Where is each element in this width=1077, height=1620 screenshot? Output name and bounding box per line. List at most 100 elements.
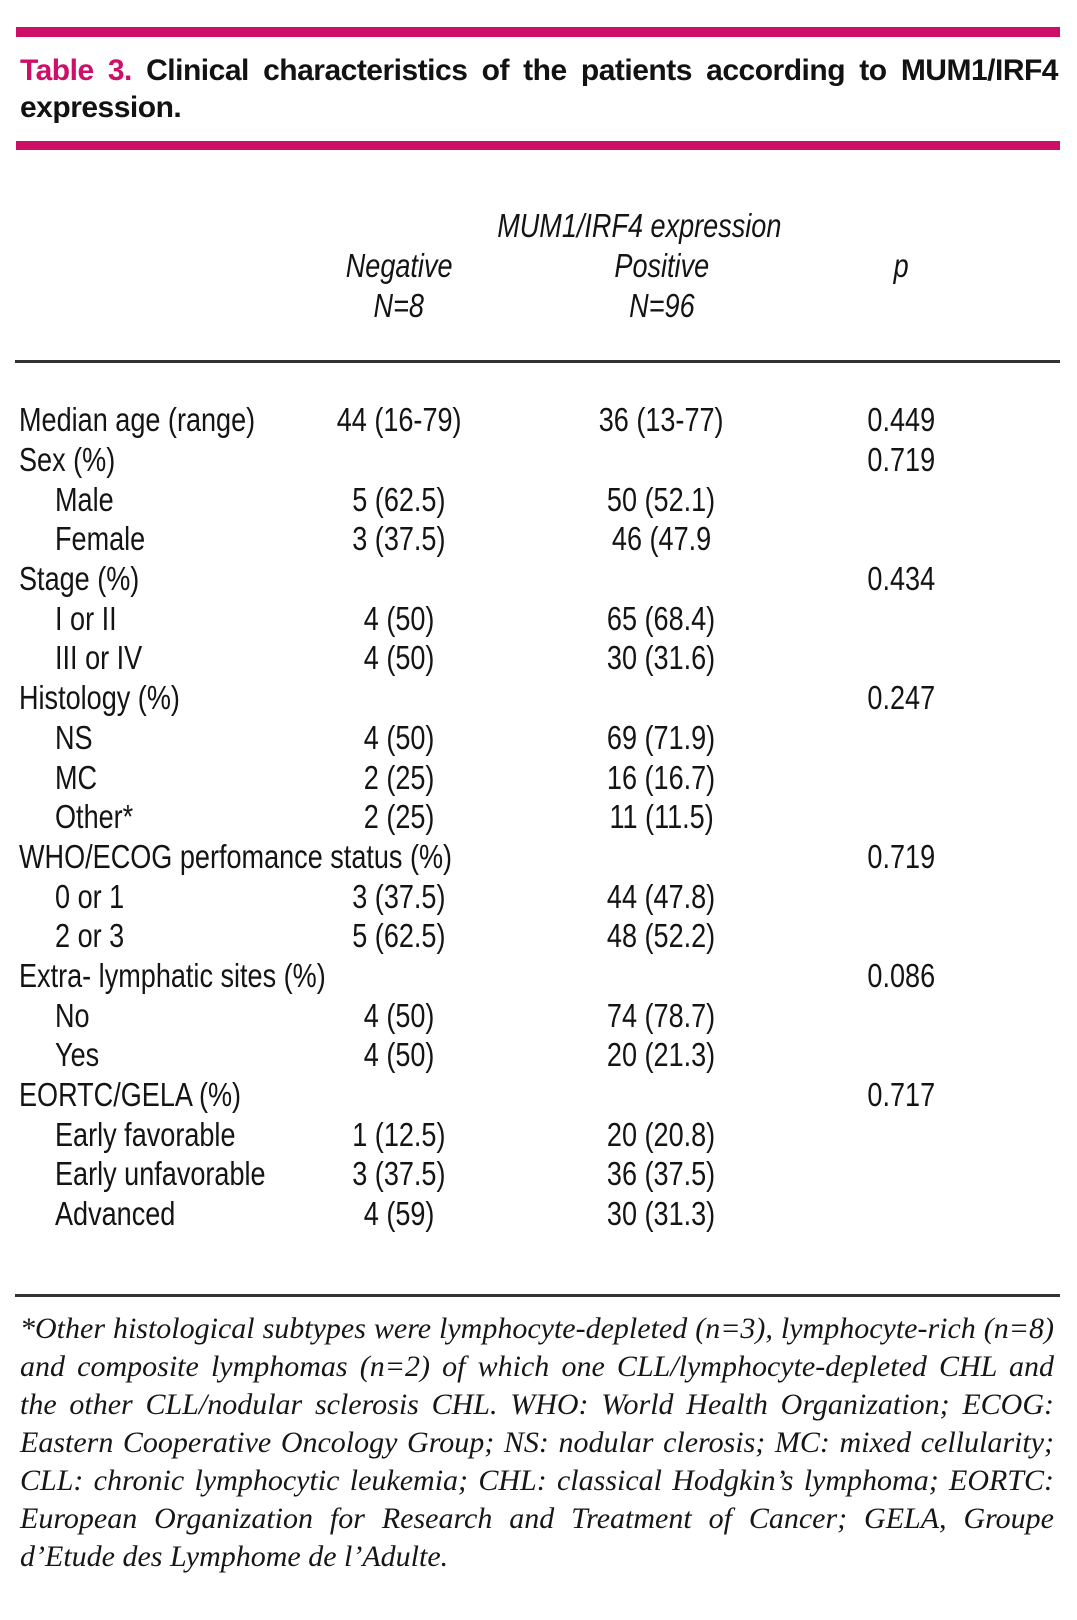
- table-row-label: Median age (range): [19, 401, 256, 439]
- table-cell-p: 0.719: [867, 837, 936, 875]
- table-cell-positive: [479, 1075, 844, 1115]
- table-cell-p: [844, 757, 959, 797]
- column-header-negative-label: Negative: [345, 246, 453, 284]
- column-header-negative: Negative: [319, 245, 479, 285]
- column-header-positive-n-label: N=96: [628, 286, 695, 324]
- table-cell-p: 0.717: [867, 1076, 936, 1114]
- table-cell-positive: 44 (47.8): [607, 877, 716, 915]
- table-cell-negative: 3 (37.5): [352, 877, 446, 915]
- column-header-p-label: p: [893, 246, 910, 284]
- table-cell-p: 0.449: [867, 401, 936, 439]
- table-cell-negative: 1 (12.5): [352, 1115, 446, 1153]
- column-header-p: p: [844, 245, 959, 285]
- table-cell-negative: 3 (37.5): [352, 520, 446, 558]
- table-row-label: No: [55, 996, 90, 1034]
- table-cell-positive: 20 (21.3): [607, 1036, 716, 1074]
- table-cell-negative: 2 (25): [363, 798, 435, 836]
- table-cell-p: [844, 519, 959, 559]
- table-row-label: Stage (%): [19, 560, 140, 598]
- table-row-label: NS: [55, 718, 93, 756]
- table-header: MUM1/IRF4 expression Negative Positive p…: [19, 205, 959, 325]
- table-row-label: Sex (%): [19, 441, 116, 479]
- table-cell-p: [844, 797, 959, 837]
- table-cell-positive: 20 (20.8): [607, 1115, 716, 1153]
- table-title-text: Clinical characteristics of the patients…: [20, 54, 1059, 124]
- title-top-rule: [16, 27, 1060, 37]
- table-cell-positive: 30 (31.3): [607, 1195, 716, 1233]
- table-cell-p: [844, 916, 959, 956]
- footnote-divider-rule: [15, 1294, 1060, 1297]
- table-cell-positive: 74 (78.7): [607, 996, 716, 1034]
- table-cell-positive: 11 (11.5): [609, 798, 714, 836]
- table-cell-negative: 4 (50): [363, 639, 435, 677]
- table-cell-positive: 36 (37.5): [607, 1155, 716, 1193]
- header-divider-rule: [15, 360, 1060, 363]
- table-cell-p: [844, 1154, 959, 1194]
- column-header-positive-label: Positive: [614, 246, 709, 284]
- table-cell-negative: [319, 440, 479, 480]
- table-row-label: 2 or 3: [55, 917, 125, 955]
- column-header-positive-n: N=96: [479, 285, 844, 325]
- table-cell-p: [844, 876, 959, 916]
- table-cell-positive: 30 (31.6): [607, 639, 716, 677]
- table-cell-negative: [319, 678, 479, 718]
- table-cell-positive: 36 (13-77): [599, 401, 724, 439]
- table-row-label: Early unfavorable: [55, 1155, 266, 1193]
- table-cell-p: [844, 598, 959, 638]
- column-header-positive: Positive: [479, 245, 844, 285]
- table-row-label: Male: [55, 480, 114, 518]
- table-cell-positive: [479, 956, 844, 996]
- table-cell-p: [844, 479, 959, 519]
- table-cell-negative: [319, 956, 479, 996]
- table-cell-positive: 65 (68.4): [607, 599, 716, 637]
- table-row-label: Advanced: [55, 1195, 176, 1233]
- table-cell-negative: 4 (50): [363, 1036, 435, 1074]
- table-row-label: III or IV: [55, 639, 143, 677]
- table-cell-positive: [479, 440, 844, 480]
- column-header-negative-n: N=8: [319, 285, 479, 325]
- table-row-label: EORTC/GELA (%): [19, 1076, 242, 1114]
- table-cell-p: 0.434: [867, 560, 936, 598]
- table-row-label: I or II: [55, 599, 117, 637]
- table-title-label: Table 3.: [20, 54, 132, 87]
- table-cell-positive: 16 (16.7): [607, 758, 716, 796]
- table-cell-positive: 46 (47.9: [611, 520, 712, 558]
- column-group-header: MUM1/IRF4 expression: [319, 205, 959, 245]
- table-cell-p: [844, 1114, 959, 1154]
- table-cell-p: [844, 638, 959, 678]
- column-header-negative-n-label: N=8: [373, 286, 425, 324]
- table-row-label: MC: [55, 758, 98, 796]
- table-cell-negative: 2 (25): [363, 758, 435, 796]
- table-cell-p: 0.719: [867, 441, 936, 479]
- table-cell-negative: [319, 1075, 479, 1115]
- table-body: Median age (range) 44 (16-79) 36 (13-77)…: [19, 400, 959, 1233]
- table-cell-negative: 44 (16-79): [336, 401, 462, 439]
- table-cell-p: [844, 1035, 959, 1075]
- column-group-header-label: MUM1/IRF4 expression: [496, 206, 782, 244]
- table-cell-p: 0.086: [867, 956, 936, 994]
- table-footnote: *Other histological subtypes were lympho…: [20, 1312, 1054, 1573]
- table-cell-negative: 5 (62.5): [352, 480, 446, 518]
- table-cell-negative: 4 (59): [363, 1195, 435, 1233]
- title-bottom-rule: [16, 141, 1060, 150]
- table-title: Table 3. Clinical characteristics of the…: [20, 52, 1059, 126]
- table-cell-positive: 69 (71.9): [607, 718, 716, 756]
- table-row-label: 0 or 1: [55, 877, 125, 915]
- table-row-label: Yes: [55, 1036, 100, 1074]
- table-row-label: Histology (%): [19, 679, 180, 717]
- table-row-label: Female: [55, 520, 146, 558]
- table-cell-p: [844, 995, 959, 1035]
- table-row-label: Other*: [55, 798, 134, 836]
- table-cell-p: [844, 718, 959, 758]
- table-cell-positive: 50 (52.1): [607, 480, 716, 518]
- table-cell-p: [844, 1194, 959, 1234]
- table-row-label: Extra- lymphatic sites (%): [19, 956, 326, 994]
- table-row-label: WHO/ECOG perfomance status (%): [19, 837, 453, 875]
- table-cell-negative: 3 (37.5): [352, 1155, 446, 1193]
- table-cell-positive: [479, 837, 844, 877]
- table-cell-p: 0.247: [867, 679, 936, 717]
- table-cell-negative: 5 (62.5): [352, 917, 446, 955]
- table-cell-positive: 48 (52.2): [607, 917, 716, 955]
- table-cell-negative: 4 (50): [363, 599, 435, 637]
- table-cell-positive: [479, 559, 844, 599]
